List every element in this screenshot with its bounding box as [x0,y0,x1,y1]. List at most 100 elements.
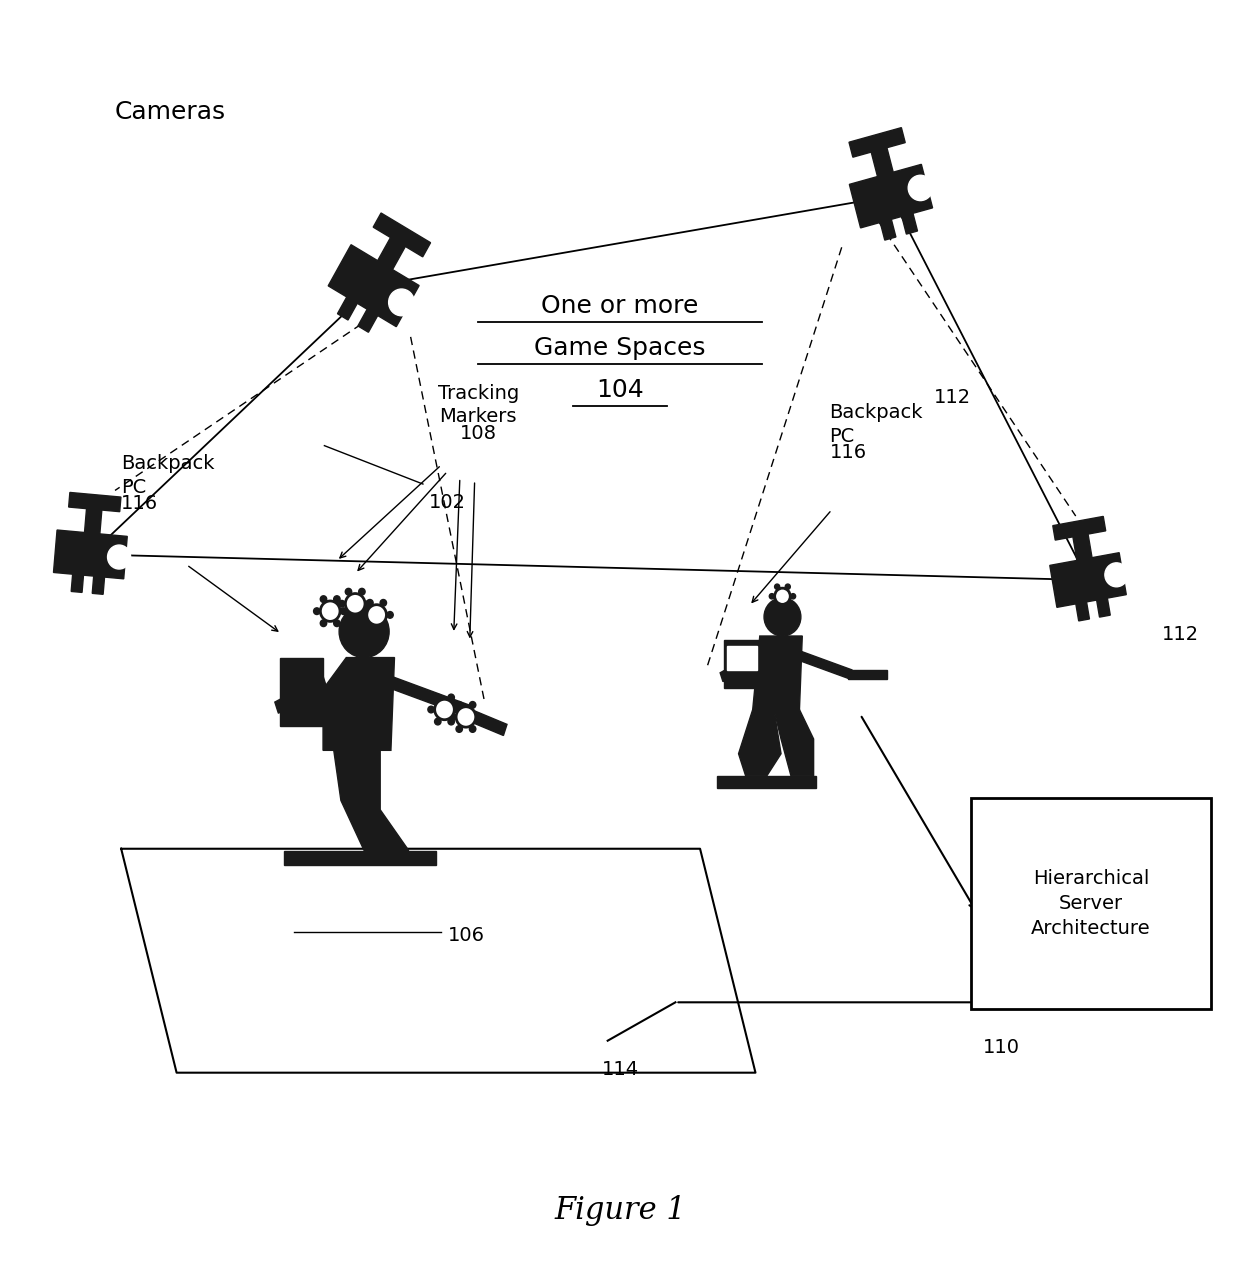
Polygon shape [334,751,387,850]
Polygon shape [849,165,932,228]
Polygon shape [459,706,507,735]
Circle shape [320,620,326,626]
Polygon shape [378,234,407,269]
Circle shape [358,613,365,620]
Circle shape [320,596,326,603]
Circle shape [456,725,463,733]
Text: Cameras: Cameras [115,100,226,124]
Polygon shape [796,650,852,679]
Polygon shape [53,531,128,578]
Circle shape [775,589,790,604]
Polygon shape [848,670,888,679]
Polygon shape [358,309,378,332]
Circle shape [476,714,482,720]
Polygon shape [727,647,756,670]
Circle shape [434,694,441,701]
Text: Backpack
PC: Backpack PC [830,403,923,446]
Text: One or more: One or more [542,294,698,318]
Circle shape [435,699,454,720]
Text: 102: 102 [429,493,466,513]
Circle shape [339,605,389,658]
Text: Hierarchical
Server
Architecture: Hierarchical Server Architecture [1032,868,1151,938]
Polygon shape [68,492,122,511]
Polygon shape [71,574,83,592]
Polygon shape [1053,516,1106,540]
Polygon shape [92,576,104,594]
Circle shape [785,583,790,590]
Polygon shape [284,850,435,866]
Circle shape [448,719,454,725]
Circle shape [345,613,352,620]
Text: 112: 112 [934,388,971,407]
Circle shape [470,725,476,733]
Text: 104: 104 [596,379,644,402]
Text: Tracking
Markers: Tracking Markers [438,384,520,426]
Polygon shape [1076,601,1090,621]
Circle shape [764,598,801,636]
Text: 114: 114 [601,1060,639,1079]
Circle shape [360,612,367,618]
Polygon shape [329,245,419,327]
Circle shape [428,706,434,712]
Circle shape [775,583,780,590]
Circle shape [785,603,790,608]
Circle shape [358,589,365,595]
Text: 112: 112 [1162,625,1199,644]
Polygon shape [1096,598,1110,617]
Circle shape [434,719,441,725]
Polygon shape [337,298,357,319]
Circle shape [1105,563,1128,587]
Circle shape [345,589,352,595]
Polygon shape [753,636,802,710]
Polygon shape [387,676,471,717]
Circle shape [334,620,340,626]
Text: Figure 1: Figure 1 [554,1195,686,1226]
Circle shape [775,603,780,608]
Polygon shape [739,710,781,775]
Circle shape [367,623,373,630]
Polygon shape [849,128,905,157]
Circle shape [455,706,461,712]
Circle shape [340,608,347,614]
Polygon shape [346,751,409,850]
Circle shape [314,608,320,614]
Text: 116: 116 [122,495,159,514]
Text: 106: 106 [448,926,485,945]
Polygon shape [717,775,816,787]
Polygon shape [84,506,102,535]
FancyBboxPatch shape [971,797,1211,1009]
Circle shape [470,702,476,708]
Circle shape [449,714,456,720]
Circle shape [456,707,476,728]
Circle shape [367,599,373,607]
Circle shape [367,604,387,625]
Polygon shape [774,710,813,775]
Circle shape [334,596,340,603]
Text: Game Spaces: Game Spaces [534,336,706,359]
Polygon shape [724,640,760,688]
Polygon shape [1073,532,1092,560]
Circle shape [381,599,387,607]
Circle shape [456,702,463,708]
Polygon shape [275,676,326,714]
Circle shape [339,600,345,607]
Polygon shape [880,219,897,240]
Circle shape [320,601,340,621]
Circle shape [908,175,932,201]
Circle shape [769,594,775,599]
Text: 110: 110 [983,1038,1021,1057]
Polygon shape [1050,553,1126,608]
Circle shape [388,289,414,316]
Text: 108: 108 [460,424,497,443]
Circle shape [791,594,796,599]
Circle shape [387,612,393,618]
Polygon shape [870,146,893,176]
Text: 116: 116 [830,443,867,462]
Polygon shape [901,214,918,234]
Circle shape [346,594,365,614]
Polygon shape [373,213,430,256]
Polygon shape [280,658,324,726]
Text: Backpack
PC: Backpack PC [122,455,215,497]
Polygon shape [324,658,394,751]
Circle shape [366,600,372,607]
